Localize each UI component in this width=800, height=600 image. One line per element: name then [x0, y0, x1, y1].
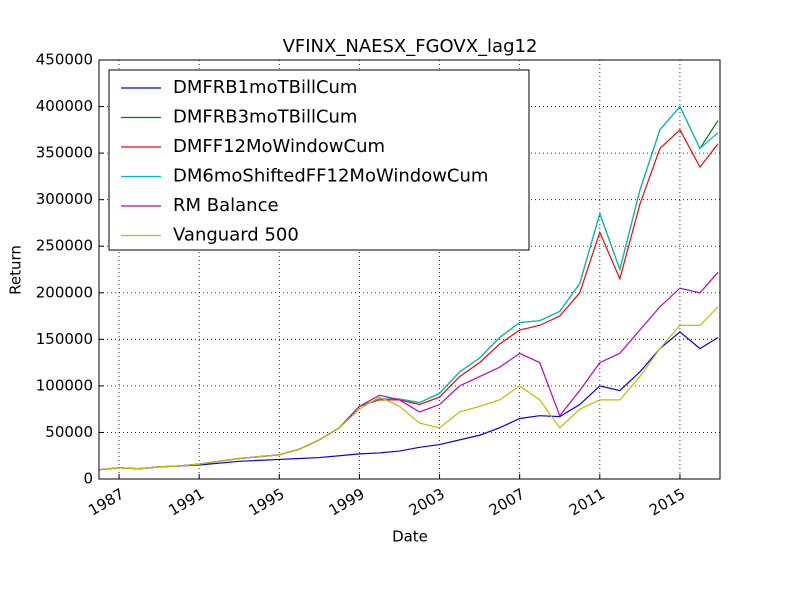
- y-tick-label: 0: [83, 470, 93, 488]
- legend: DMFRB1moTBillCum DMFRB3moTBillCum DMFF12Mo…: [108, 69, 530, 251]
- legend-label: DMFRB3moTBillCum: [173, 107, 357, 128]
- y-tick-label: 400000: [36, 97, 93, 115]
- y-tick-label: 450000: [36, 51, 93, 69]
- y-tick-label: 50000: [45, 423, 93, 441]
- legend-label: Vanguard 500: [173, 225, 299, 246]
- legend-label: DM6moShiftedFF12MoWindowCum: [173, 166, 488, 187]
- legend-box: [108, 69, 530, 251]
- y-tick-label: 100000: [36, 376, 93, 394]
- y-tick-label: 300000: [36, 190, 93, 208]
- y-tick-label: 150000: [36, 330, 93, 348]
- y-tick-label: 200000: [36, 283, 93, 301]
- legend-label: RM Balance: [173, 195, 279, 216]
- chart-title: VFINX_NAESX_FGOVX_lag12: [283, 36, 538, 57]
- y-axis-label: Return: [7, 245, 25, 295]
- legend-label: DMFF12MoWindowCum: [173, 136, 385, 157]
- series-line: [98, 331, 719, 471]
- series-line: [98, 306, 719, 471]
- y-tick-label: 250000: [36, 237, 93, 255]
- y-tick-label: 350000: [36, 144, 93, 162]
- plot-frame: [98, 59, 721, 480]
- x-axis-label: Date: [392, 528, 428, 546]
- legend-label: DMFRB1moTBillCum: [173, 77, 357, 98]
